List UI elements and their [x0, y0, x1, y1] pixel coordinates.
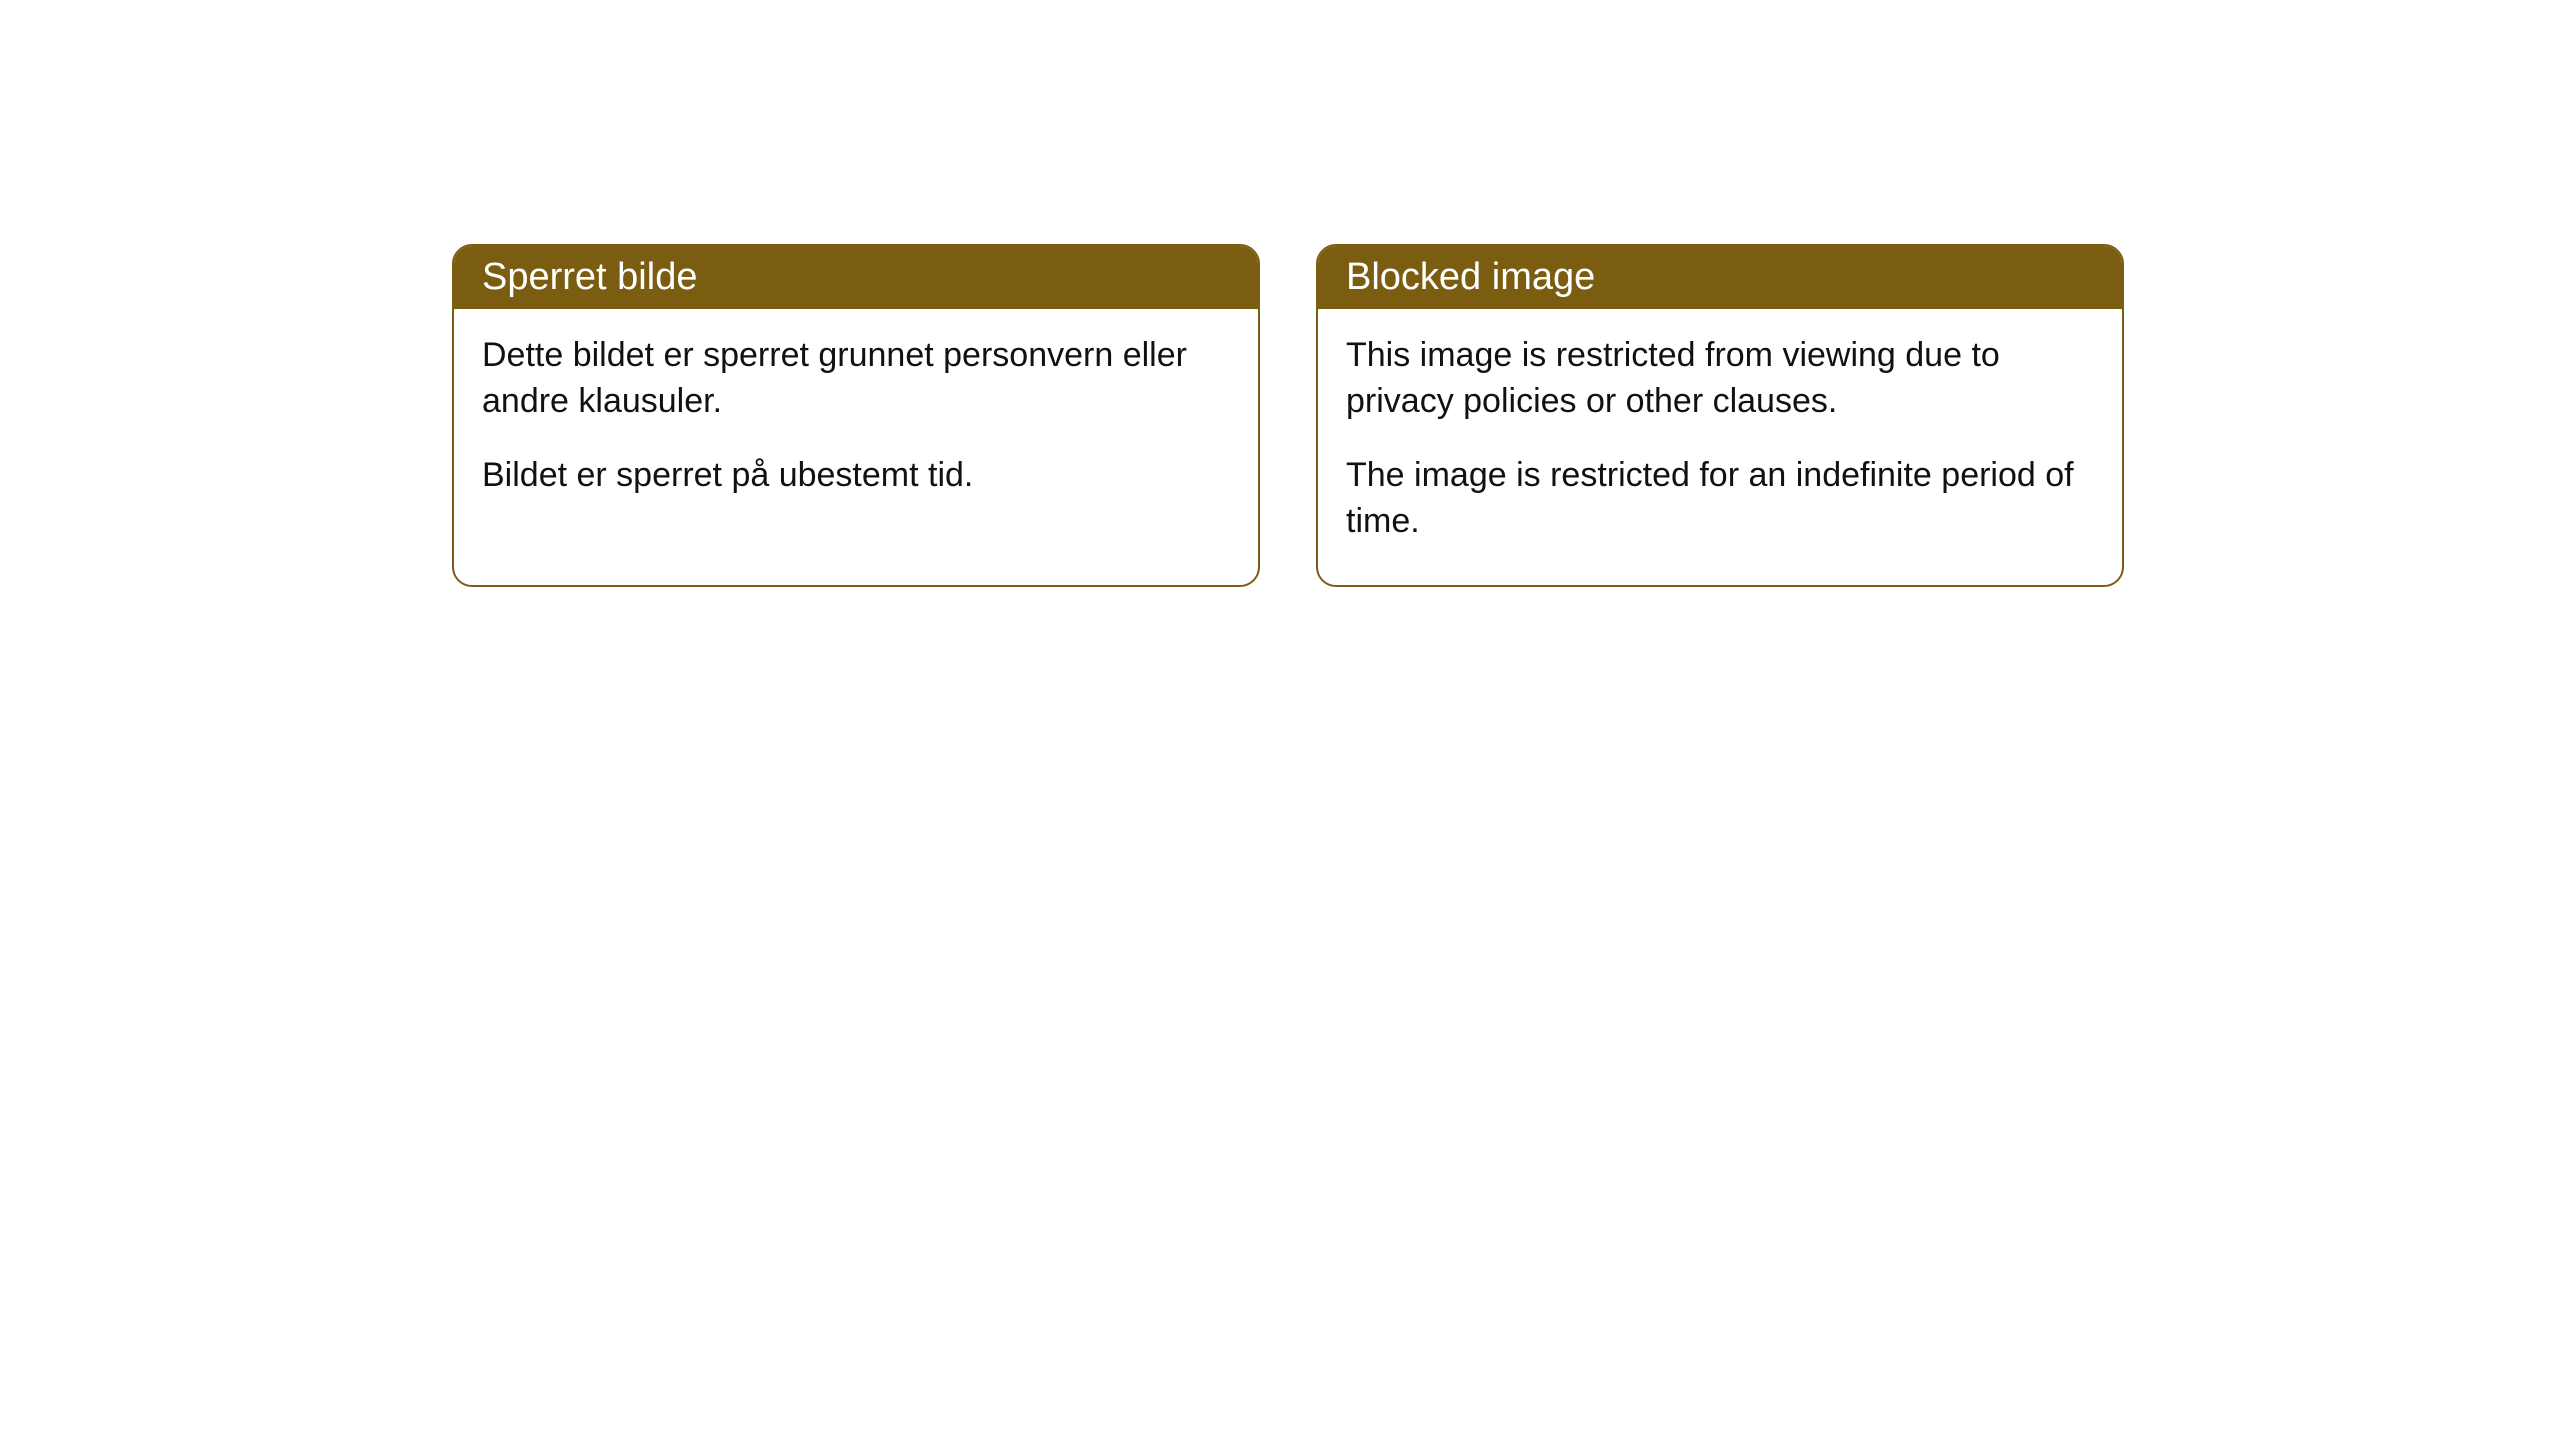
card-paragraph: This image is restricted from viewing du… — [1346, 333, 2094, 425]
card-body: Dette bildet er sperret grunnet personve… — [454, 309, 1258, 539]
blocked-image-card-en: Blocked image This image is restricted f… — [1316, 244, 2124, 587]
card-header: Sperret bilde — [454, 246, 1258, 309]
blocked-image-card-no: Sperret bilde Dette bildet er sperret gr… — [452, 244, 1260, 587]
cards-container: Sperret bilde Dette bildet er sperret gr… — [0, 0, 2560, 587]
card-title: Blocked image — [1346, 256, 1595, 298]
card-paragraph: The image is restricted for an indefinit… — [1346, 453, 2094, 545]
card-paragraph: Bildet er sperret på ubestemt tid. — [482, 453, 1230, 499]
card-paragraph: Dette bildet er sperret grunnet personve… — [482, 333, 1230, 425]
card-title: Sperret bilde — [482, 256, 697, 298]
card-header: Blocked image — [1318, 246, 2122, 309]
card-body: This image is restricted from viewing du… — [1318, 309, 2122, 585]
